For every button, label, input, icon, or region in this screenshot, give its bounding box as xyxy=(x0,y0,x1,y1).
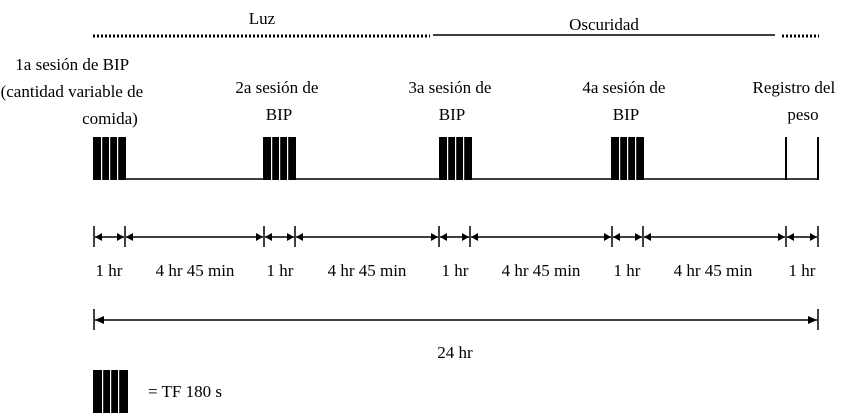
session-label-5: Registro del peso xyxy=(753,78,840,124)
interval-label-6: 4 hr 45 min xyxy=(502,261,581,280)
interval-arrow xyxy=(787,233,817,241)
light-period-label: Luz xyxy=(249,9,276,28)
session-block-4 xyxy=(611,137,644,180)
interval-arrow xyxy=(613,233,642,241)
session-block-1 xyxy=(93,137,126,180)
interval-arrow xyxy=(644,233,785,241)
session-label-1: 1a sesión de BIP (cantidad variable de c… xyxy=(1,55,148,128)
total-duration-label: 24 hr xyxy=(437,343,473,362)
interval-arrow xyxy=(440,233,469,241)
session-5-line-2: peso xyxy=(787,105,818,124)
session-4-line-2: BIP xyxy=(613,105,639,124)
total-span-arrow xyxy=(93,309,819,330)
session-block-3 xyxy=(439,137,472,180)
session-block-2 xyxy=(263,137,296,180)
interval-label-9: 1 hr xyxy=(789,261,816,280)
weigh-in-marker xyxy=(785,137,819,180)
session-label-4: 4a sesión de BIP xyxy=(582,78,669,124)
session-3-line-1: 3a sesión de xyxy=(408,78,491,97)
session-1-line-1: 1a sesión de BIP xyxy=(15,55,128,74)
interval-label-3: 1 hr xyxy=(267,261,294,280)
legend-label: = TF 180 s xyxy=(148,382,222,401)
interval-label-1: 1 hr xyxy=(96,261,123,280)
session-label-3: 3a sesión de BIP xyxy=(408,78,495,124)
interval-label-2: 4 hr 45 min xyxy=(156,261,235,280)
interval-label-7: 1 hr xyxy=(614,261,641,280)
interval-label-4: 4 hr 45 min xyxy=(328,261,407,280)
interval-arrows xyxy=(93,226,819,247)
interval-arrow xyxy=(471,233,611,241)
session-label-2: 2a sesión de BIP xyxy=(235,78,322,124)
session-4-line-1: 4a sesión de xyxy=(582,78,665,97)
legend-swatch xyxy=(93,370,128,413)
session-2-line-1: 2a sesión de xyxy=(235,78,318,97)
dark-period-label: Oscuridad xyxy=(569,15,639,34)
interval-arrow xyxy=(95,233,124,241)
session-5-line-1: Registro del xyxy=(753,78,836,97)
session-3-line-2: BIP xyxy=(439,105,465,124)
interval-label-5: 1 hr xyxy=(442,261,469,280)
interval-arrow xyxy=(265,233,294,241)
interval-arrow xyxy=(296,233,438,241)
session-1-line-2: (cantidad variable de xyxy=(1,82,144,101)
session-1-line-3: comida) xyxy=(82,109,138,128)
session-2-line-2: BIP xyxy=(266,105,292,124)
interval-arrow xyxy=(126,233,263,241)
interval-label-8: 4 hr 45 min xyxy=(674,261,753,280)
